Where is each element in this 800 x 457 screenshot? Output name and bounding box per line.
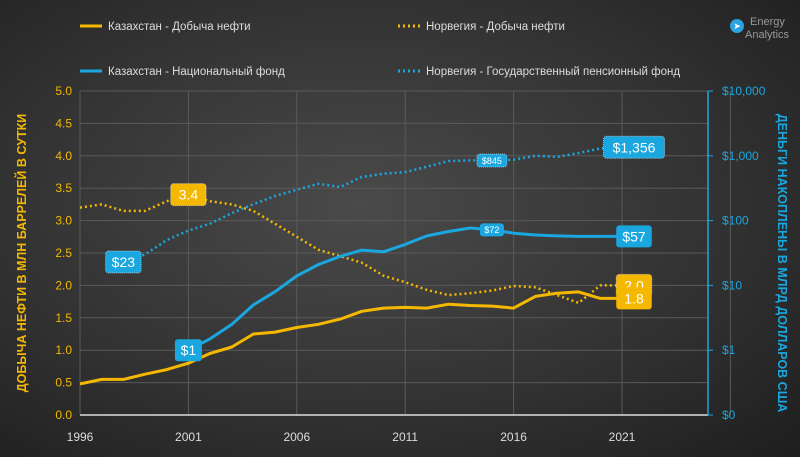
x-tick-label: 2021 xyxy=(609,430,636,444)
x-tick-label: 2006 xyxy=(283,430,310,444)
data-label-box xyxy=(616,225,652,248)
legend-label: Норвегия - Добыча нефти xyxy=(426,21,565,33)
series-line-0 xyxy=(79,290,622,386)
legend-label: Казахстан - Добыча нефти xyxy=(108,21,251,33)
y-tick-label: 2.5 xyxy=(55,246,72,260)
y-right-tick-label: $10,000 xyxy=(722,84,766,98)
y-right-tick-label: $1,000 xyxy=(722,149,759,163)
y-right-axis-label: ДЕНЬГИ НАКОПЛЕНЫ В МЛРД ДОЛЛАРОВ США xyxy=(775,114,789,413)
y-tick-label: 1.5 xyxy=(55,311,72,325)
data-label: $57 xyxy=(622,228,646,244)
y-right-tick-label: $1 xyxy=(722,343,736,357)
y-tick-label: 4.0 xyxy=(55,149,72,163)
data-label-box xyxy=(174,339,202,362)
data-label-box xyxy=(479,223,504,237)
data-label-box xyxy=(105,250,142,274)
data-label-box xyxy=(616,287,652,310)
y-tick-label: 3.0 xyxy=(55,214,72,228)
y-tick-label: 1.0 xyxy=(55,343,72,357)
legend-label: Казахстан - Национальный фонд xyxy=(108,66,285,78)
data-label: 1.8 xyxy=(624,290,644,306)
legend-label: Норвегия - Государственный пенсионный фо… xyxy=(426,66,680,78)
y-tick-label: 2.0 xyxy=(55,278,72,292)
data-label: $72 xyxy=(484,225,499,235)
y-tick-label: 3.5 xyxy=(55,181,72,195)
brand-line1: Energy xyxy=(750,16,785,28)
x-tick-label: 2011 xyxy=(392,430,418,444)
data-label-box xyxy=(603,135,665,159)
y-right-tick-label: $0 xyxy=(722,408,736,422)
data-label-box xyxy=(476,153,508,168)
y-axis-label: ДОБЫЧА НЕФТИ В МЛН БАРРЕЛЕЙ В СУТКИ xyxy=(14,114,29,392)
y-right-tick-label: $10 xyxy=(722,278,742,292)
telegram-icon: ➤ xyxy=(730,19,744,33)
data-label: 3.4 xyxy=(179,187,199,203)
data-label: $1 xyxy=(181,342,197,358)
series-line-2 xyxy=(187,226,622,352)
y-tick-label: 0.0 xyxy=(55,408,72,422)
brand-line2: Analytics xyxy=(745,29,790,41)
data-label-box xyxy=(170,183,207,207)
y-tick-label: 4.5 xyxy=(55,116,72,130)
x-tick-label: 2016 xyxy=(500,430,527,444)
data-label: $845 xyxy=(482,156,502,166)
series-line-1 xyxy=(79,193,622,305)
data-label: $23 xyxy=(112,254,136,270)
y-tick-label: 0.5 xyxy=(55,376,72,390)
y-tick-label: 5.0 xyxy=(55,84,72,98)
data-label: $1,356 xyxy=(613,139,656,155)
series-line-3 xyxy=(122,145,623,264)
x-tick-label: 1996 xyxy=(67,430,94,444)
y-right-tick-label: $100 xyxy=(722,214,749,228)
x-tick-label: 2001 xyxy=(175,430,202,444)
